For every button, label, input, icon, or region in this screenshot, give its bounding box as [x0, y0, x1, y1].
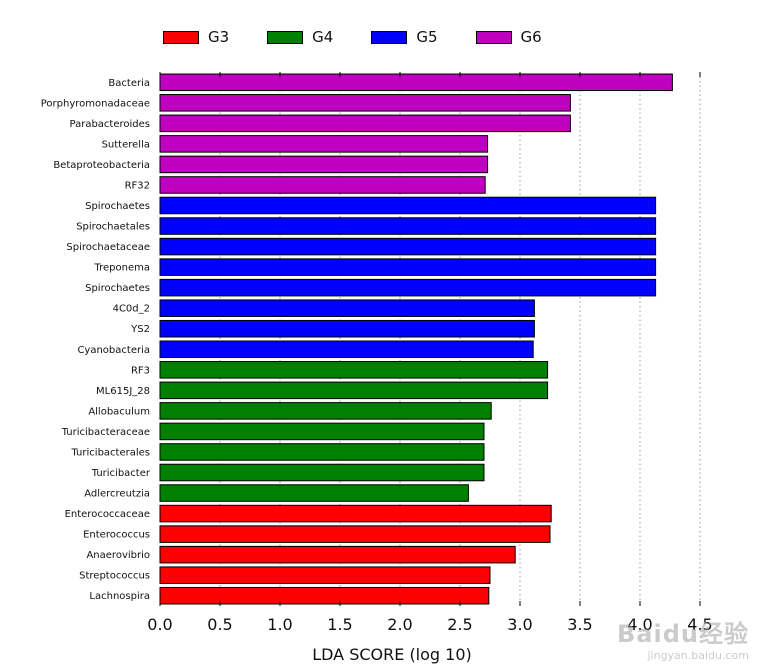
bar-2-6	[159, 484, 469, 502]
category-label-0-4: Betaproteobacteria	[53, 160, 150, 171]
bar-3-1	[159, 525, 551, 543]
legend-item-g4: G4	[267, 28, 333, 46]
category-label-3-2: Anaerovibrio	[86, 550, 150, 561]
x-axis-label: LDA SCORE (log 10)	[312, 645, 472, 664]
legend: G3 G4 G5 G6	[163, 28, 580, 46]
x-tick-label-2: 1.0	[267, 615, 292, 634]
bar-3-4	[159, 586, 490, 605]
category-label-2-1: ML615J_28	[96, 386, 150, 397]
bar-3-3	[159, 566, 491, 584]
category-label-1-3: Treponema	[93, 263, 150, 274]
legend-label-g3: G3	[208, 28, 230, 46]
legend-item-g5: G5	[371, 28, 438, 46]
category-label-1-4: Spirochaetes	[85, 283, 150, 294]
bar-2-5	[159, 463, 485, 482]
category-label-1-1: Spirochaetales	[76, 222, 150, 233]
bar-2-3	[159, 422, 485, 441]
legend-swatch-g4	[267, 30, 304, 44]
category-label-0-3: Sutterella	[102, 139, 150, 150]
bar-2-0	[159, 361, 549, 379]
category-label-1-2: Spirochaetaceae	[66, 242, 150, 253]
bar-1-1	[159, 217, 657, 235]
bar-0-4	[159, 155, 489, 174]
category-label-3-0: Enterococcaceae	[65, 509, 150, 520]
x-tick-label-9: 4.5	[687, 615, 712, 634]
bar-3-2	[159, 545, 516, 564]
bar-0-3	[159, 135, 489, 153]
category-label-1-7: Cyanobacteria	[77, 345, 150, 356]
category-label-2-2: Allobaculum	[88, 406, 150, 417]
x-tick-label-1: 0.5	[207, 615, 232, 634]
bar-0-5	[159, 176, 486, 194]
bar-1-6	[159, 319, 535, 338]
category-label-0-0: Bacteria	[108, 78, 150, 89]
x-tick-label-0: 0.0	[147, 615, 172, 634]
x-tick-label-7: 3.5	[567, 615, 592, 634]
category-label-2-0: RF3	[131, 365, 150, 376]
x-tick-label-4: 2.0	[387, 615, 412, 634]
bar-1-4	[159, 278, 657, 297]
legend-swatch-g3	[163, 30, 199, 44]
bar-2-4	[159, 443, 485, 461]
category-label-3-4: Lachnospira	[89, 591, 150, 602]
bar-1-2	[159, 237, 657, 256]
category-label-3-3: Streptococcus	[79, 571, 150, 582]
bar-1-5	[159, 299, 535, 317]
bar-1-7	[159, 340, 534, 359]
bar-3-0	[159, 504, 552, 523]
category-label-2-4: Turicibacterales	[70, 447, 150, 458]
watermark-logo: Baidu经验	[617, 620, 749, 648]
bar-1-0	[159, 196, 657, 215]
bar-0-1	[159, 94, 571, 112]
x-tick-label-5: 2.5	[447, 615, 472, 634]
watermark-url: jingyan.baidu.com	[647, 649, 749, 662]
legend-swatch-g6	[475, 30, 512, 44]
legend-label-g6: G6	[520, 28, 542, 46]
category-label-2-3: Turicibacteraceae	[61, 427, 150, 438]
legend-item-g3: G3	[163, 28, 229, 46]
x-tick-label-6: 3.0	[507, 615, 532, 634]
watermark: Baidu经验 jingyan.baidu.com	[617, 614, 749, 662]
category-label-2-6: Adlercreutzia	[84, 489, 150, 500]
bar-2-2	[159, 402, 492, 420]
x-tick-label-3: 1.5	[327, 615, 352, 634]
category-label-1-6: YS2	[130, 324, 150, 335]
legend-item-g6: G6	[475, 28, 542, 46]
category-label-1-0: Spirochaetes	[85, 201, 150, 212]
category-label-0-5: RF32	[125, 180, 150, 191]
legend-label-g4: G4	[312, 28, 334, 46]
category-label-2-5: Turicibacter	[91, 468, 151, 479]
bar-0-2	[159, 114, 571, 133]
bar-1-3	[159, 258, 657, 276]
category-label-1-5: 4C0d_2	[113, 304, 150, 315]
category-label-0-2: Parabacteroides	[70, 119, 151, 130]
x-tick-label-8: 4.0	[627, 615, 652, 634]
bar-0-0	[159, 73, 673, 92]
category-label-0-1: Porphyromonadaceae	[41, 98, 150, 109]
bar-2-1	[159, 381, 549, 400]
legend-label-g5: G5	[416, 28, 438, 46]
legend-swatch-g5	[371, 30, 408, 44]
category-label-3-1: Enterococcus	[83, 530, 150, 541]
